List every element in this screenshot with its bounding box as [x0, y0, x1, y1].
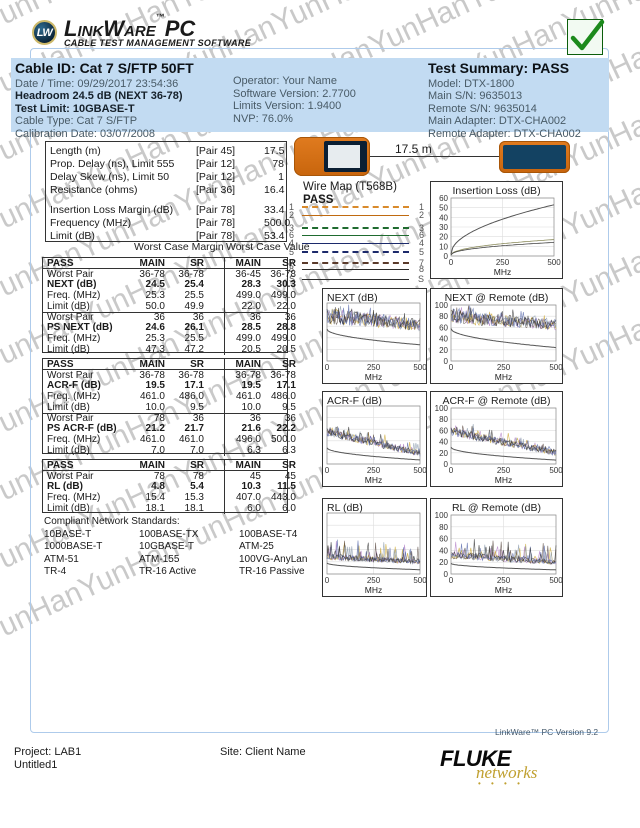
svg-text:250: 250: [497, 363, 511, 372]
svg-text:MHz: MHz: [365, 585, 382, 595]
svg-text:60: 60: [439, 194, 448, 203]
svg-text:100: 100: [435, 404, 449, 413]
svg-text:MHz: MHz: [495, 372, 512, 382]
svg-text:100: 100: [435, 511, 449, 520]
svg-text:500: 500: [549, 363, 562, 372]
svg-text:0: 0: [325, 576, 330, 585]
svg-text:60: 60: [439, 426, 448, 435]
svg-text:60: 60: [439, 535, 448, 544]
svg-text:500: 500: [413, 576, 426, 585]
svg-text:0: 0: [449, 363, 454, 372]
svg-text:250: 250: [497, 576, 511, 585]
svg-text:MHz: MHz: [365, 372, 382, 382]
svg-text:500: 500: [549, 466, 562, 475]
svg-text:MHz: MHz: [365, 475, 382, 485]
svg-text:80: 80: [439, 415, 448, 424]
svg-text:250: 250: [367, 576, 381, 585]
svg-text:100: 100: [435, 301, 449, 310]
svg-text:0: 0: [449, 576, 454, 585]
svg-text:10: 10: [439, 242, 448, 251]
svg-text:20: 20: [439, 449, 448, 458]
svg-text:50: 50: [439, 204, 448, 213]
svg-text:MHz: MHz: [495, 475, 512, 485]
svg-text:250: 250: [367, 363, 381, 372]
svg-text:250: 250: [367, 466, 381, 475]
svg-text:40: 40: [439, 213, 448, 222]
svg-text:250: 250: [496, 258, 510, 267]
svg-text:0: 0: [325, 466, 330, 475]
svg-text:80: 80: [439, 523, 448, 532]
svg-text:MHz: MHz: [495, 585, 512, 595]
svg-text:500: 500: [547, 258, 561, 267]
svg-text:80: 80: [439, 312, 448, 321]
svg-text:500: 500: [549, 576, 562, 585]
svg-text:20: 20: [439, 346, 448, 355]
svg-text:500: 500: [413, 466, 426, 475]
svg-text:500: 500: [413, 363, 426, 372]
svg-text:250: 250: [497, 466, 511, 475]
svg-text:0: 0: [449, 466, 454, 475]
svg-text:0: 0: [325, 363, 330, 372]
svg-text:0: 0: [449, 258, 454, 267]
svg-text:MHz: MHz: [494, 267, 511, 277]
svg-text:60: 60: [439, 323, 448, 332]
svg-text:40: 40: [439, 438, 448, 447]
svg-text:40: 40: [439, 546, 448, 555]
svg-text:20: 20: [439, 233, 448, 242]
svg-text:20: 20: [439, 558, 448, 567]
svg-text:40: 40: [439, 335, 448, 344]
svg-text:30: 30: [439, 223, 448, 232]
